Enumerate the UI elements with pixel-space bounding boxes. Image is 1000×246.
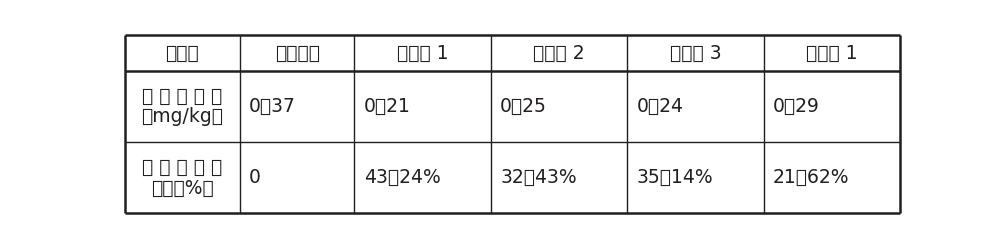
Text: 0．37: 0．37	[249, 97, 296, 116]
Text: 实施例 3: 实施例 3	[670, 44, 721, 62]
Text: 有 效 镉 降 低: 有 效 镉 降 低	[142, 158, 222, 177]
Text: 实施例 1: 实施例 1	[397, 44, 448, 62]
Text: 35．14%: 35．14%	[637, 168, 713, 187]
Text: 0．25: 0．25	[500, 97, 547, 116]
Text: 对比例 1: 对比例 1	[806, 44, 858, 62]
Text: 0．21: 0．21	[364, 97, 411, 116]
Text: 原始土壤: 原始土壤	[275, 44, 320, 62]
Text: 32．43%: 32．43%	[500, 168, 577, 187]
Text: 实施例 2: 实施例 2	[533, 44, 585, 62]
Text: 0．29: 0．29	[773, 97, 820, 116]
Text: 有 效 镉 含 量: 有 效 镉 含 量	[142, 87, 222, 106]
Text: 0．24: 0．24	[637, 97, 684, 116]
Text: 43．24%: 43．24%	[364, 168, 440, 187]
Text: 21．62%: 21．62%	[773, 168, 849, 187]
Text: 污染物: 污染物	[165, 44, 199, 62]
Text: 0: 0	[249, 168, 261, 187]
Text: （mg/kg）: （mg/kg）	[141, 107, 223, 126]
Text: 效率（%）: 效率（%）	[151, 179, 214, 198]
